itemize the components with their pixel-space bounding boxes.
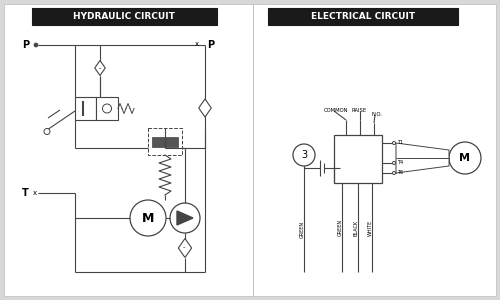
Circle shape xyxy=(392,172,396,175)
Text: P: P xyxy=(207,40,214,50)
Text: x: x xyxy=(33,190,37,196)
Bar xyxy=(75,97,96,120)
Circle shape xyxy=(392,142,396,145)
Text: P: P xyxy=(22,40,29,50)
Text: GREEN: GREEN xyxy=(300,220,304,238)
Circle shape xyxy=(102,104,112,113)
Circle shape xyxy=(44,128,50,134)
Text: M: M xyxy=(142,212,154,224)
Bar xyxy=(96,97,118,120)
Text: BLACK: BLACK xyxy=(354,219,358,236)
Text: x: x xyxy=(195,41,199,47)
Bar xyxy=(268,8,458,25)
Bar xyxy=(152,137,178,147)
Circle shape xyxy=(130,200,166,236)
Text: T4: T4 xyxy=(397,160,403,166)
Text: RAISE: RAISE xyxy=(352,107,367,112)
Circle shape xyxy=(449,142,481,174)
Text: T6: T6 xyxy=(397,170,403,175)
Text: WHITE: WHITE xyxy=(368,219,372,236)
Circle shape xyxy=(170,203,200,233)
Text: M: M xyxy=(460,153,470,163)
Text: T1: T1 xyxy=(397,140,403,146)
Circle shape xyxy=(34,43,38,47)
Polygon shape xyxy=(95,61,105,76)
Polygon shape xyxy=(177,211,193,225)
Text: -: - xyxy=(99,65,101,71)
Text: GREEN: GREEN xyxy=(338,219,342,236)
Text: --: -- xyxy=(183,245,187,250)
Bar xyxy=(334,135,382,183)
Text: 3: 3 xyxy=(301,150,307,160)
Text: N.O.: N.O. xyxy=(371,112,382,116)
Text: ELECTRICAL CIRCUIT: ELECTRICAL CIRCUIT xyxy=(311,12,415,21)
Polygon shape xyxy=(198,99,211,117)
Polygon shape xyxy=(396,143,449,173)
Bar xyxy=(148,128,182,155)
Bar xyxy=(32,8,217,25)
Text: HYDRAULIC CIRCUIT: HYDRAULIC CIRCUIT xyxy=(73,12,175,21)
Text: T: T xyxy=(22,188,29,198)
Text: COMMON: COMMON xyxy=(324,109,348,113)
Circle shape xyxy=(392,161,396,164)
Circle shape xyxy=(293,144,315,166)
Polygon shape xyxy=(178,238,192,257)
